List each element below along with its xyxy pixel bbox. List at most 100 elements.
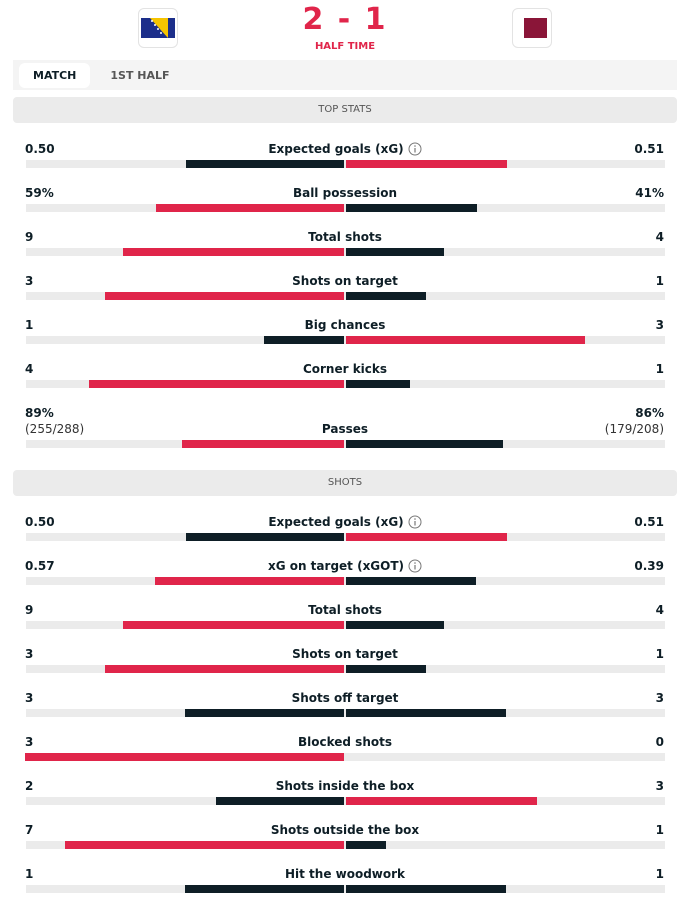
stat-row: 2 3 Shots inside the box <box>13 777 677 821</box>
away-bar <box>346 160 508 168</box>
away-score: 1 <box>364 2 388 37</box>
section-header: SHOTS <box>13 470 677 496</box>
stat-row: 9 4 Total shots <box>13 228 677 272</box>
bar-track <box>26 336 665 344</box>
away-value: 0.51 <box>634 515 664 529</box>
stat-label-text: Hit the woodwork <box>284 867 406 881</box>
home-score: 2 <box>302 2 326 37</box>
bar-track <box>26 753 665 761</box>
bar-track <box>26 709 665 717</box>
stat-row: 0.50 0.51 Expected goals (xG) <box>13 513 677 557</box>
bosnia-flag <box>141 18 175 38</box>
home-bar <box>104 665 344 673</box>
stat-label: Shots inside the box <box>13 777 677 795</box>
stat-row: 0.50 0.51 Expected goals (xG) <box>13 140 677 184</box>
stat-label: Expected goals (xG) <box>13 513 677 531</box>
home-value: 1 <box>25 318 34 332</box>
stat-row: 59% 41% Ball possession <box>13 184 677 228</box>
stat-row: 3 1 Shots on target <box>13 645 677 689</box>
stat-row: 3 1 Shots on target <box>13 272 677 316</box>
bar-track <box>26 292 665 300</box>
home-value: 0.57 <box>25 559 55 573</box>
home-value: 3 <box>25 274 34 288</box>
away-value: 3 <box>655 691 664 705</box>
stat-row: 89% 86% Passes (255/288) (179/208) <box>13 404 677 464</box>
home-flag <box>138 8 178 48</box>
tab-bar: MATCH 1ST HALF <box>13 60 677 90</box>
away-flag <box>512 8 552 48</box>
home-bar <box>216 797 344 805</box>
away-bar <box>346 292 426 300</box>
home-bar <box>64 841 344 849</box>
stat-label: xG on target (xGOT) <box>13 557 677 575</box>
stat-label: Corner kicks <box>13 360 677 378</box>
away-bar <box>346 709 506 717</box>
stat-label: Shots on target <box>13 272 677 290</box>
away-value: 0.51 <box>634 142 664 156</box>
score: 2 - 1 <box>245 2 445 37</box>
info-icon[interactable] <box>408 515 422 529</box>
away-value: 1 <box>655 274 664 288</box>
home-bar <box>186 533 344 541</box>
away-bar <box>346 533 508 541</box>
tab[interactable]: MATCH <box>19 62 91 88</box>
stat-label: Total shots <box>13 228 677 246</box>
home-bar <box>184 885 344 893</box>
bar-track <box>26 621 665 629</box>
bar-track <box>26 577 665 585</box>
away-value: 41% <box>635 186 664 200</box>
stat-row: 0.57 0.39 xG on target (xGOT) <box>13 557 677 601</box>
home-value: 9 <box>25 230 34 244</box>
stat-label-text: Blocked shots <box>298 735 392 749</box>
score-separator: - <box>337 2 353 37</box>
info-icon[interactable] <box>408 142 422 156</box>
away-bar <box>346 797 538 805</box>
away-bar <box>346 621 445 629</box>
bar-track <box>26 440 665 448</box>
stat-label-text: Expected goals (xG) <box>268 515 404 529</box>
away-bar <box>346 380 410 388</box>
away-value: 0 <box>655 735 664 749</box>
tab[interactable]: 1ST HALF <box>110 68 170 82</box>
stat-label: Shots on target <box>13 645 677 663</box>
away-bar <box>346 885 506 893</box>
home-value: 7 <box>25 823 34 837</box>
stat-label-text: Total shots <box>308 603 382 617</box>
home-bar <box>154 577 344 585</box>
bar-track <box>26 204 665 212</box>
stat-label: Hit the woodwork <box>13 865 677 883</box>
bar-track <box>26 380 665 388</box>
away-value: 3 <box>655 779 664 793</box>
away-value: 4 <box>655 230 664 244</box>
stat-label: Blocked shots <box>13 733 677 751</box>
home-bar <box>181 440 344 448</box>
stat-label-text: Shots on target <box>292 274 398 288</box>
away-bar <box>346 841 386 849</box>
stat-label-text: Passes <box>321 422 369 436</box>
stat-row: 4 1 Corner kicks <box>13 360 677 404</box>
stat-label: Ball possession <box>13 184 677 202</box>
stat-label: Shots outside the box <box>13 821 677 839</box>
bar-track <box>26 797 665 805</box>
stat-row: 3 0 Blocked shots <box>13 733 677 777</box>
stat-label-text: Shots outside the box <box>270 823 420 837</box>
stat-label-text: Shots on target <box>292 647 398 661</box>
away-bar <box>346 577 476 585</box>
stat-label: Big chances <box>13 316 677 334</box>
home-value: 0.50 <box>25 142 55 156</box>
info-icon[interactable] <box>408 559 422 573</box>
qatar-flag <box>517 18 547 38</box>
home-value: 3 <box>25 735 34 749</box>
home-value: 2 <box>25 779 34 793</box>
away-value: 0.39 <box>634 559 664 573</box>
bar-track <box>26 885 665 893</box>
match-status: HALF TIME <box>314 41 376 52</box>
stat-label-text: Shots inside the box <box>275 779 415 793</box>
stat-label-text: Total shots <box>308 230 382 244</box>
home-bar <box>123 621 344 629</box>
home-value: 1 <box>25 867 34 881</box>
stat-label-text: Ball possession <box>292 186 398 200</box>
home-value: 3 <box>25 647 34 661</box>
home-value: 59% <box>25 186 54 200</box>
